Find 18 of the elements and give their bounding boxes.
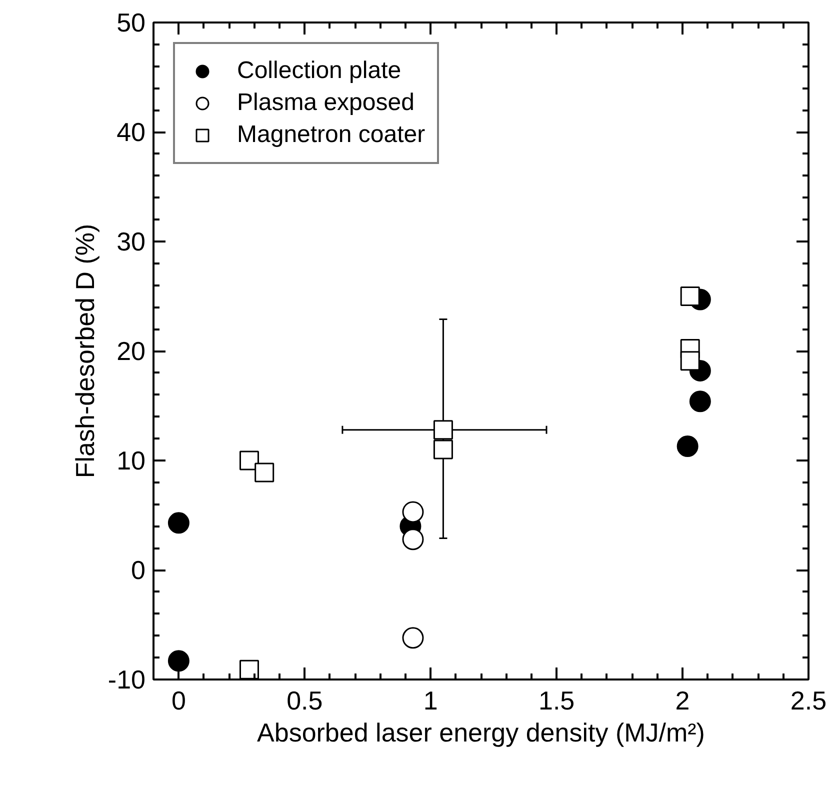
- x-tick-label: 2.5: [790, 686, 827, 716]
- x-tick-label: 2: [675, 686, 690, 716]
- legend-label: Magnetron coater: [237, 121, 426, 149]
- legend-label: Plasma exposed: [237, 89, 414, 117]
- y-tick-label: 0: [131, 555, 146, 585]
- y-tick-label: 30: [116, 226, 146, 256]
- y-tick-label: 10: [116, 446, 146, 476]
- x-tick-label: 1: [423, 686, 438, 716]
- x-tick-label: 1.5: [538, 686, 575, 716]
- y-tick-label: 20: [116, 336, 146, 366]
- y-tick-label: 40: [116, 117, 146, 147]
- x-axis-title: Absorbed laser energy density (MJ/m²): [257, 718, 705, 748]
- legend-label: Collection plate: [237, 57, 402, 85]
- y-tick-label: 50: [116, 8, 146, 38]
- x-tick-label: 0.5: [286, 686, 323, 716]
- x-tick-label: 0: [171, 686, 186, 716]
- y-axis-title: Flash-desorbed D (%): [70, 224, 100, 478]
- y-tick-label: -10: [108, 664, 146, 694]
